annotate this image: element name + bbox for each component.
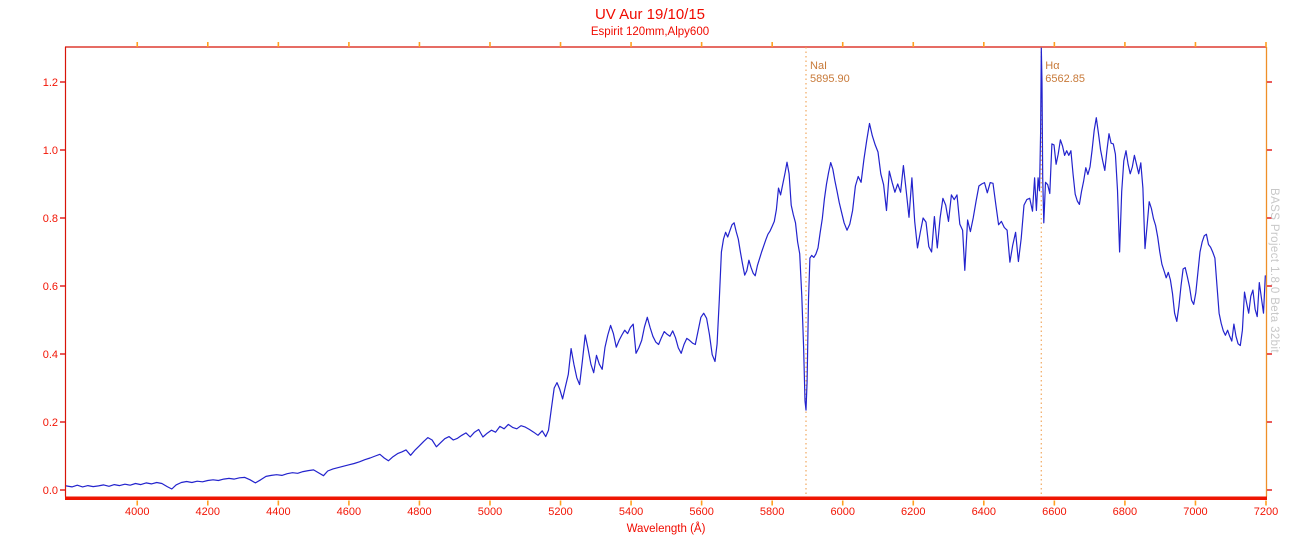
x-tick-label: 7000: [1183, 506, 1207, 518]
x-tick-label: 6800: [1113, 506, 1137, 518]
x-tick-label: 6400: [972, 506, 996, 518]
x-tick-label: 5600: [689, 506, 713, 518]
marker-wavelength-label: 6562.85: [1045, 73, 1085, 85]
x-tick-label: 5400: [619, 506, 643, 518]
x-tick-label: 6000: [830, 506, 854, 518]
marker-name-label: Hα: [1045, 60, 1060, 72]
spectrum-curve: [66, 47, 1266, 490]
x-tick-label: 5800: [760, 506, 784, 518]
bass-version-watermark: BASS Project 1.8.0 Beta 32bit: [1268, 188, 1280, 354]
marker-wavelength-label: 5895.90: [810, 73, 850, 85]
x-tick-label: 6200: [901, 506, 925, 518]
x-tick-label: 4000: [125, 506, 149, 518]
marker-name-label: NaI: [810, 60, 827, 72]
y-tick-label: 0.8: [43, 213, 58, 225]
x-axis-title: Wavelength (Å): [626, 523, 706, 535]
y-tick-label: 0.6: [43, 281, 58, 293]
y-tick-label: 0.0: [43, 485, 58, 497]
x-tick-label: 5000: [478, 506, 502, 518]
x-tick-label: 4400: [266, 506, 290, 518]
y-tick-label: 0.2: [43, 417, 58, 429]
chart-title: UV Aur 19/10/15: [594, 6, 706, 23]
x-axis-line: [65, 496, 1267, 500]
y-tick-label: 1.2: [43, 77, 58, 89]
x-tick-label: 4200: [196, 506, 220, 518]
x-tick-label: 4600: [337, 506, 361, 518]
chart-subtitle: Espirit 120mm,Alpy600: [590, 26, 710, 38]
x-tick-label: 4800: [407, 506, 431, 518]
x-tick-label: 6600: [1042, 506, 1066, 518]
x-tick-label: 5200: [548, 506, 572, 518]
x-tick-label: 7200: [1254, 506, 1278, 518]
y-tick-label: 0.4: [43, 349, 58, 361]
y-tick-label: 1.0: [43, 145, 58, 157]
